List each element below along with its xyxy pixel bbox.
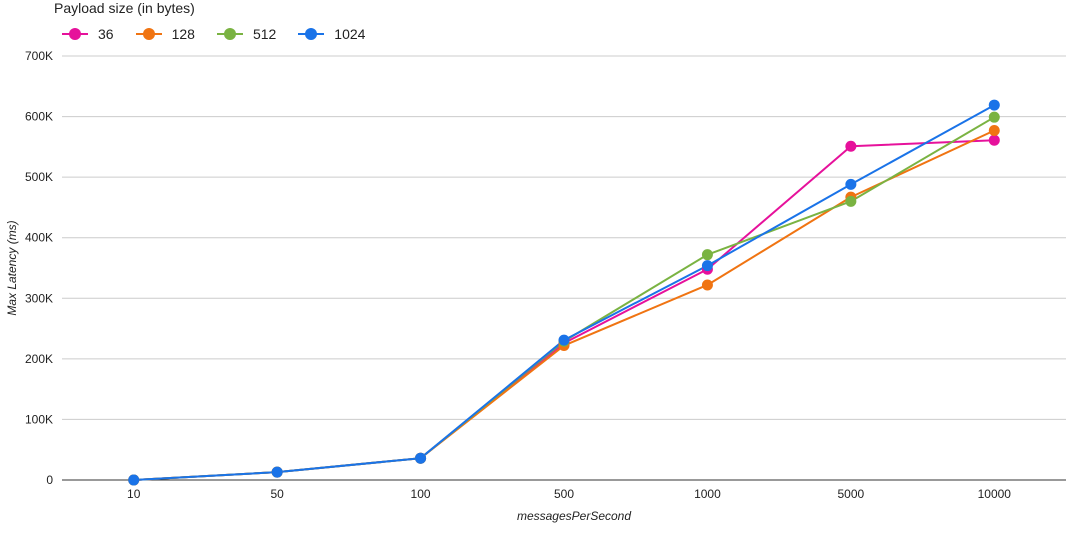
legend-item-36: 36 (62, 26, 114, 42)
x-tick-label: 100 (411, 487, 431, 501)
y-tick-label: 100K (25, 412, 53, 426)
legend-label: 1024 (334, 26, 366, 42)
x-tick-label: 10000 (978, 487, 1012, 501)
data-point-36 (845, 140, 857, 152)
x-tick-label: 1000 (694, 487, 721, 501)
legend-marker (216, 27, 243, 41)
data-point-1024 (271, 466, 283, 478)
legend: 36 128 512 1024 (62, 26, 365, 42)
x-tick-label: 500 (554, 487, 574, 501)
data-point-512 (845, 195, 857, 207)
data-point-128 (701, 279, 713, 291)
legend-title: Payload size (in bytes) (54, 0, 195, 16)
series-line-128 (133, 129, 995, 481)
data-point-1024 (845, 178, 857, 190)
x-tick-label: 50 (270, 487, 284, 501)
y-tick-label: 600K (25, 110, 53, 124)
x-axis-title: messagesPerSecond (517, 509, 631, 523)
legend-label: 512 (252, 26, 277, 42)
legend-item-512: 512 (216, 26, 277, 42)
data-point-1024 (128, 474, 140, 486)
y-tick-label: 400K (25, 231, 53, 245)
data-point-128 (988, 125, 1000, 137)
x-tick-label: 10 (127, 487, 141, 501)
legend-label: 128 (171, 26, 195, 42)
legend-marker (62, 27, 88, 41)
y-tick-label: 500K (25, 170, 53, 184)
data-point-1024 (701, 260, 713, 272)
legend-item-1024: 1024 (298, 26, 365, 42)
y-tick-label: 200K (25, 352, 53, 366)
legend-marker (135, 27, 162, 41)
data-point-1024 (558, 334, 570, 346)
series-line-1024 (133, 104, 995, 481)
data-point-512 (701, 249, 713, 261)
y-tick-label: 0 (46, 473, 53, 487)
legend-item-128: 128 (135, 26, 195, 42)
data-point-36 (988, 134, 1000, 146)
y-tick-label: 700K (25, 49, 53, 63)
x-tick-label: 5000 (838, 487, 865, 501)
data-point-1024 (415, 452, 427, 464)
data-point-512 (988, 111, 1000, 123)
data-point-1024 (988, 99, 1000, 111)
y-axis-title: Max Latency (ms) (5, 220, 19, 315)
y-tick-label: 300K (25, 291, 53, 305)
legend-label: 36 (98, 26, 114, 42)
legend-marker (298, 27, 325, 41)
